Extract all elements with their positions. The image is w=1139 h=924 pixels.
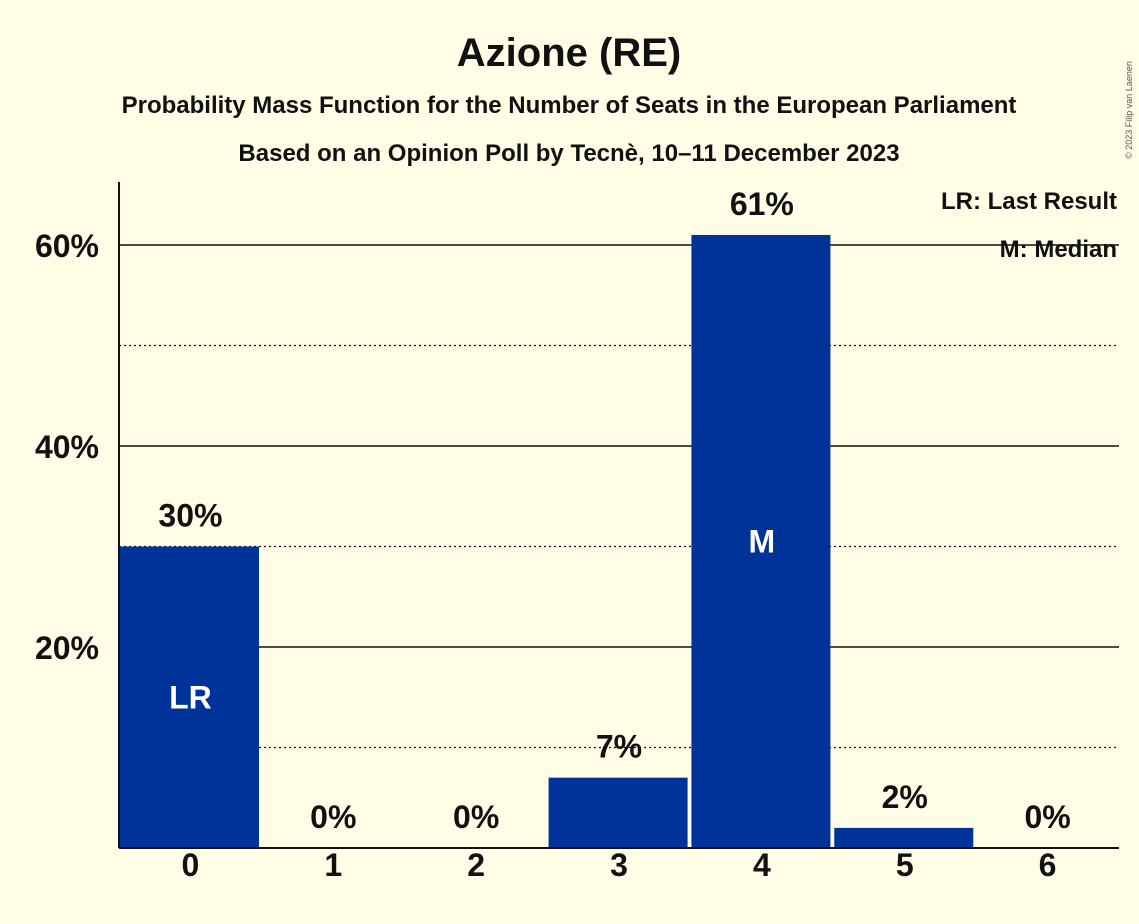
value-label: 0% — [1024, 799, 1070, 835]
value-label: 30% — [158, 498, 222, 534]
chart-subtitle: Probability Mass Function for the Number… — [122, 92, 1017, 119]
bar — [548, 777, 688, 848]
legend-last-result: LR: Last Result — [941, 188, 1117, 215]
value-labels: 30% 0% 0% 7% 61% 2% 0% — [158, 186, 1070, 835]
x-tick-label: 6 — [1039, 847, 1057, 883]
y-tick-label: 60% — [35, 228, 99, 264]
bar-marker: M — [749, 523, 776, 559]
bars-group: LR M — [120, 234, 974, 848]
grid-lines — [119, 244, 1119, 749]
value-label: 0% — [310, 799, 356, 835]
bar — [691, 234, 831, 848]
bar — [834, 827, 974, 848]
value-label: 2% — [882, 779, 928, 815]
copyright-notice: © 2023 Filip van Laenen — [1124, 61, 1134, 159]
x-tick-label: 1 — [324, 847, 342, 883]
value-label: 7% — [596, 729, 642, 765]
y-tick-label: 20% — [35, 630, 99, 666]
legend-median: M: Median — [1000, 236, 1117, 263]
bar-marker: LR — [169, 679, 212, 715]
value-label: 0% — [453, 799, 499, 835]
value-label: 61% — [730, 186, 794, 222]
x-tick-label: 2 — [467, 847, 485, 883]
x-tick-label: 4 — [753, 847, 771, 883]
x-tick-label: 3 — [610, 847, 628, 883]
bar — [120, 546, 259, 848]
x-tick-label: 0 — [182, 847, 200, 883]
y-axis-ticks: 20% 40% 60% — [35, 228, 99, 666]
chart-subtitle-poll: Based on an Opinion Poll by Tecnè, 10–11… — [238, 140, 899, 167]
x-axis-ticks: 0 1 2 3 4 5 6 — [182, 847, 1057, 883]
y-tick-label: 40% — [35, 429, 99, 465]
chart-title: Azione (RE) — [457, 31, 681, 75]
x-tick-label: 5 — [896, 847, 914, 883]
